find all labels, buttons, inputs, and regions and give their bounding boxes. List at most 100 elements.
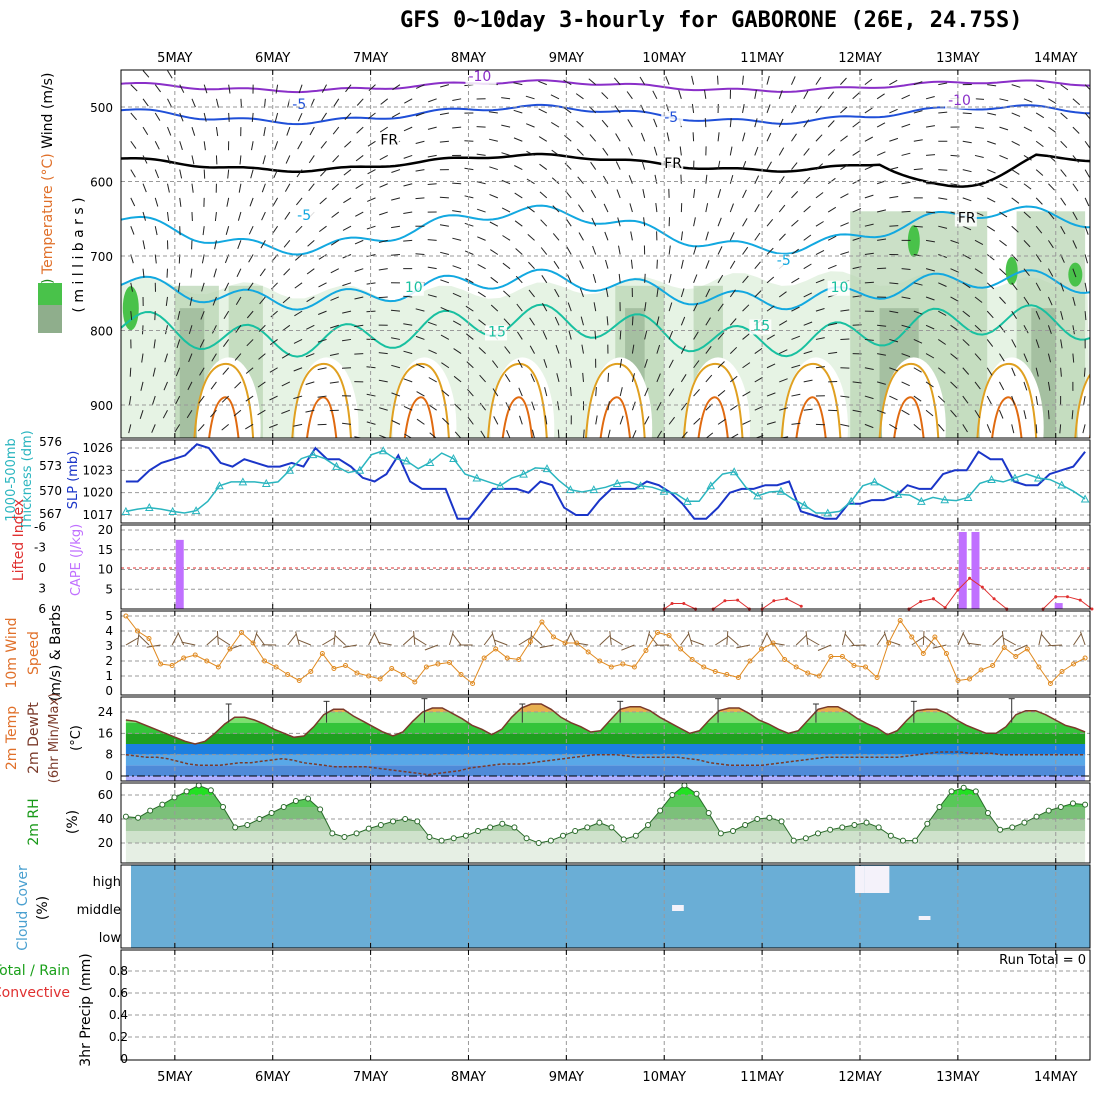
wind10m-barb [796,635,806,645]
wind-barb [865,195,874,198]
wind-barb [592,218,596,226]
wind-barb [828,92,834,99]
wind-barb [191,269,192,278]
wind-barb [608,373,609,382]
wind-barb [999,184,1007,188]
wind-barb [343,226,351,230]
wind-barb [632,316,633,325]
temp-ylabel: 2m Temp [4,706,20,770]
wind-barb [155,226,157,235]
li-ytick-label: -3 [34,541,46,555]
rh-marker [585,825,590,830]
temp-ylabel: (6hr Min/Max) [47,693,62,783]
wind-barb [539,109,547,113]
wind-barb [440,113,449,115]
wind-barb [319,283,327,287]
wind-ylabel: Speed [26,631,42,675]
wind-barb [999,99,1008,101]
precip-ytick-label: 0 [120,1052,128,1066]
wind-barb [743,104,745,113]
temp-ylabel: 2m DewPt [26,702,42,774]
wind-barb [553,233,559,240]
wind-barb [167,70,172,78]
wind-barb [331,269,339,273]
wind-barb [926,97,935,99]
wind-barb [828,149,835,155]
wind-barb [643,189,645,198]
wind10m-barb [453,634,461,645]
wind-barb [705,118,706,127]
wind-barb [963,170,972,172]
li-marker [785,597,788,600]
wind10m-barb [852,645,866,646]
wind-barb [551,95,559,99]
wind-barb [477,237,485,241]
rh-marker [791,838,796,843]
x-date-bottom: 14MAY [1034,1070,1078,1085]
wind-barb [975,127,984,128]
wind-barb [276,85,278,94]
rh-marker [633,833,638,838]
slp-ylabel: SLP (mb) [66,451,81,510]
temp-ytick-label: 0 [105,769,113,783]
wind10m-barb [715,637,727,645]
wind10m-barb [449,632,453,646]
wind-barb [204,141,205,150]
rh-marker [148,808,153,813]
wind-barb [440,252,449,254]
wind-barb [264,127,266,136]
wind-barb [645,274,646,283]
wind10m-barb [727,631,728,645]
wind-barb [692,104,693,113]
wind-barb [656,203,657,212]
wind-barb [1085,283,1087,292]
wind-barb [816,222,824,227]
wind-barb [681,231,682,240]
wind-barb [667,133,669,142]
wind-barb [333,127,339,134]
rh-marker [403,817,408,822]
li-marker [772,599,775,602]
x-date-top: 11MAY [740,51,784,66]
li-marker [1054,595,1057,598]
wind-barb [767,76,769,85]
x-date-bottom: 6MAY [255,1070,290,1085]
wind10m-barb [681,634,689,645]
wind-barb [593,274,595,283]
wind-barb [490,222,498,226]
wind-barb [416,141,425,143]
wind10m-barb [1081,632,1086,645]
cloud-clear-patch [672,905,684,911]
wind-barb [428,155,437,157]
rh-marker [378,823,383,828]
wind-barb [320,198,327,204]
wind-barb [356,155,363,160]
contour-label: 15 [488,324,506,340]
wind-barb [540,192,547,198]
wind-barb [478,264,486,268]
wind-barb [322,85,326,93]
wind-barb [1024,127,1032,131]
wind-barb [1085,170,1089,178]
rh-ylabel: (%) [65,810,81,834]
rh-marker [354,831,359,836]
wind-barb [644,217,645,226]
rh-marker [548,838,553,843]
cloud-clear-patch [865,866,889,893]
li-marker [1079,599,1082,602]
wind-barb [540,164,547,169]
wind-barb [877,268,886,269]
wind-barb [706,232,709,241]
wind-barb [465,196,474,198]
li-marker [671,602,674,605]
x-date-bottom: 7MAY [353,1070,388,1085]
li-marker [682,602,685,605]
contour-label: -5 [777,253,791,269]
li-line [762,599,801,609]
wind-barb [368,170,376,174]
wind-barb [619,274,620,283]
wind-barb [902,182,911,183]
wind-barb [143,70,149,77]
rh-marker [136,815,141,820]
rh-marker [985,811,990,816]
